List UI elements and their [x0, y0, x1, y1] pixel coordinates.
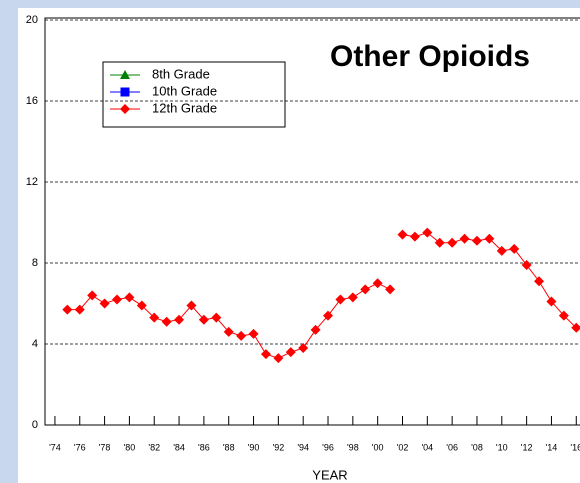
x-tick-label: '78 [99, 442, 111, 452]
legend [102, 61, 286, 128]
data-point [347, 292, 358, 303]
data-point [471, 235, 482, 246]
data-point [335, 294, 346, 305]
data-point [310, 324, 321, 335]
legend-label: 10th Grade [152, 83, 217, 98]
data-point [74, 304, 85, 315]
data-point [62, 304, 73, 315]
x-tick-label: '00 [372, 442, 384, 452]
x-tick-label: '10 [496, 442, 508, 452]
y-tick-label: 12 [26, 176, 38, 188]
data-point [149, 312, 160, 323]
data-point [248, 328, 259, 339]
x-tick-label: '16 [570, 442, 580, 452]
data-point [298, 343, 309, 354]
y-tick-label: 16 [26, 95, 38, 107]
data-point [496, 245, 507, 256]
data-point [509, 243, 520, 254]
x-tick-label: '92 [272, 442, 284, 452]
chart-title: Other Opioids [330, 40, 530, 73]
x-tick-label: '04 [421, 442, 433, 452]
data-point [174, 314, 185, 325]
legend-marker [120, 70, 130, 79]
data-point [360, 284, 371, 295]
data-point [124, 292, 135, 303]
x-tick-label: '14 [546, 442, 558, 452]
data-point [422, 227, 433, 238]
legend-label: 12th Grade [152, 100, 217, 115]
data-point [397, 229, 408, 240]
data-point [409, 231, 420, 242]
x-tick-label: '80 [124, 442, 136, 452]
data-point [434, 237, 445, 248]
x-tick-label: '82 [148, 442, 160, 452]
legend-label: 8th Grade [152, 66, 210, 81]
x-tick-label: '90 [248, 442, 260, 452]
data-point [546, 296, 557, 307]
x-tick-label: '74 [49, 442, 61, 452]
x-tick-label: '76 [74, 442, 86, 452]
data-point [484, 233, 495, 244]
data-point [521, 260, 532, 271]
data-point [161, 316, 172, 327]
x-tick-label: '94 [297, 442, 309, 452]
y-tick-label: 8 [32, 257, 38, 269]
data-point [111, 294, 122, 305]
y-tick-label: 20 [26, 14, 38, 26]
data-point [273, 353, 284, 364]
x-tick-label: '84 [173, 442, 185, 452]
legend-marker [120, 104, 130, 114]
data-point [186, 300, 197, 311]
data-point [372, 278, 383, 289]
data-point [87, 290, 98, 301]
x-tick-label: '96 [322, 442, 334, 452]
data-point [558, 310, 569, 321]
data-point [211, 312, 222, 323]
data-point [223, 326, 234, 337]
x-tick-label: '98 [347, 442, 359, 452]
y-tick-label: 4 [32, 338, 38, 350]
data-point [385, 284, 396, 295]
data-point [260, 349, 271, 360]
data-point [323, 310, 334, 321]
x-tick-label: '02 [397, 442, 409, 452]
x-tick-label: '12 [521, 442, 533, 452]
data-point [459, 233, 470, 244]
x-axis-label: YEAR [312, 467, 347, 482]
data-point [136, 300, 147, 311]
x-tick-label: '08 [471, 442, 483, 452]
data-point [447, 237, 458, 248]
data-point [99, 298, 110, 309]
x-tick-label: '88 [223, 442, 235, 452]
data-point [534, 276, 545, 287]
x-tick-label: '86 [198, 442, 210, 452]
data-point [571, 322, 580, 333]
y-tick-label: 0 [32, 419, 38, 431]
data-point [198, 314, 209, 325]
x-tick-label: '06 [446, 442, 458, 452]
legend-marker [120, 87, 130, 97]
data-point [236, 330, 247, 341]
data-point [285, 347, 296, 358]
